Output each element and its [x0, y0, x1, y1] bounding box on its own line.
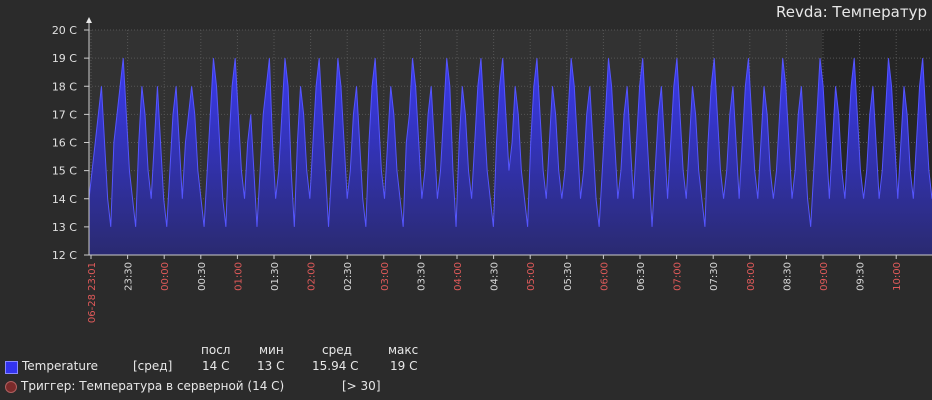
x-tick-label: 07:30 — [709, 262, 720, 291]
x-tick-label: 01:30 — [270, 262, 281, 291]
x-tick-label: 09:00 — [819, 262, 830, 291]
legend-header-avg: сред — [322, 343, 352, 357]
temperature-line — [88, 58, 932, 227]
legend-header-min: мин — [259, 343, 284, 357]
legend-series-max: 19 C — [390, 359, 418, 373]
legend-series-name: Temperature — [22, 359, 99, 373]
trigger-status-icon — [5, 381, 17, 393]
y-axis-arrow-icon — [86, 17, 92, 23]
y-tick-label: 19 C — [52, 52, 77, 65]
chart-title: Revda: Температур — [776, 3, 927, 21]
legend-header: посл мин сред макс — [0, 343, 500, 359]
legend-header-max: макс — [388, 343, 419, 357]
x-tick-label: 10:00 — [892, 262, 903, 291]
x-tick-label: 07:00 — [673, 262, 684, 291]
y-tick-label: 20 C — [52, 24, 77, 37]
legend-series-avg: 15.94 C — [312, 359, 359, 373]
x-tick-label: 01:00 — [233, 262, 244, 291]
x-tick-label: 05:30 — [563, 262, 574, 291]
y-axis: 12 C 13 C 14 C 15 C 16 C 17 C 18 C 19 C 20 C — [52, 20, 90, 262]
y-tick-label: 17 C — [52, 108, 77, 121]
y-tick-label: 15 C — [52, 165, 77, 178]
y-tick-label: 13 C — [52, 221, 77, 234]
legend-series-func: [сред] — [133, 359, 173, 373]
y-tick-label: 12 C — [52, 249, 77, 262]
x-axis: 06-28 23:01 23:30 00:00 00:30 01:00 01:30 02:0… — [87, 254, 932, 323]
x-tick-label: 09:30 — [856, 262, 867, 291]
x-tick-label: 03:30 — [416, 262, 427, 291]
x-tick-label: 04:30 — [490, 262, 501, 291]
x-tick-label: 04:00 — [453, 262, 464, 291]
trigger-text: Триггер: Температура в серверной (14 C) — [21, 379, 285, 393]
trigger-condition: [> 30] — [342, 379, 381, 393]
x-tick-label: 06:00 — [599, 262, 610, 291]
x-tick-label: 06-28 23:01 — [87, 262, 98, 323]
series-temperature — [88, 58, 932, 255]
x-tick-label: 08:00 — [746, 262, 757, 291]
x-tick-label: 03:00 — [380, 262, 391, 291]
x-tick-label: 06:30 — [636, 262, 647, 291]
x-tick-label: 08:30 — [782, 262, 793, 291]
legend-header-last: посл — [201, 343, 231, 357]
x-tick-label: 05:00 — [526, 262, 537, 291]
y-tick-label: 14 C — [52, 193, 77, 206]
series-color-swatch — [5, 361, 18, 374]
x-tick-label: 02:30 — [343, 262, 354, 291]
legend-series-last: 14 C — [202, 359, 230, 373]
y-tick-label: 18 C — [52, 80, 77, 93]
x-tick-label: 23:30 — [124, 262, 135, 291]
x-tick-label: 00:00 — [160, 262, 171, 291]
x-tick-label: 00:30 — [197, 262, 208, 291]
legend-series-min: 13 C — [257, 359, 285, 373]
temperature-chart: 12 C 13 C 14 C 15 C 16 C 17 C 18 C 19 C 20 C 06-… — [52, 3, 932, 323]
y-tick-label: 16 C — [52, 137, 77, 150]
x-tick-label: 02:00 — [307, 262, 318, 291]
